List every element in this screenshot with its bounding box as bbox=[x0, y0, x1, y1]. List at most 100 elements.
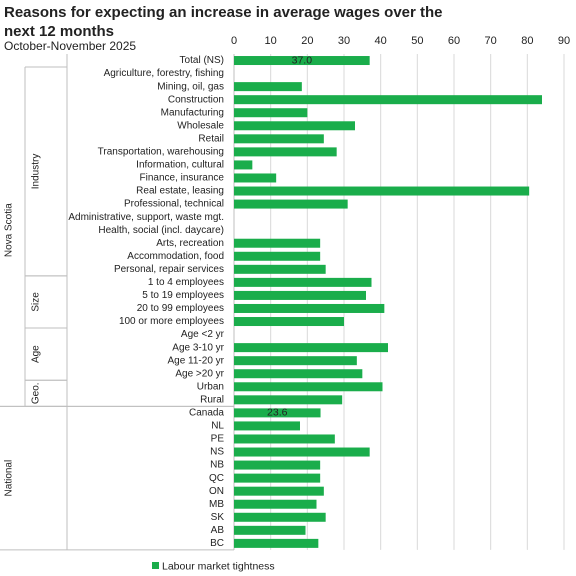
category-label: Mining, oil, gas bbox=[157, 81, 224, 92]
bar bbox=[234, 186, 530, 196]
category-label: SK bbox=[211, 512, 225, 523]
bars bbox=[234, 56, 542, 548]
category-label: 20 to 99 employees bbox=[137, 303, 224, 314]
category-label: Urban bbox=[197, 381, 224, 392]
category-label: Personal, repair services bbox=[114, 264, 224, 275]
category-label: Rural bbox=[200, 394, 224, 405]
x-tick-label: 80 bbox=[521, 35, 533, 47]
category-label: NS bbox=[210, 447, 224, 458]
bar bbox=[234, 108, 308, 118]
category-label: Wholesale bbox=[177, 120, 224, 131]
group-label: Geo. bbox=[31, 382, 42, 404]
bar bbox=[234, 525, 306, 535]
chart-subtitle: October-November 2025 bbox=[4, 39, 137, 53]
bar bbox=[234, 199, 348, 209]
category-label: Manufacturing bbox=[161, 107, 224, 118]
bar bbox=[234, 95, 542, 105]
bar bbox=[234, 395, 343, 405]
bar bbox=[234, 460, 321, 470]
category-label: Real estate, leasing bbox=[136, 186, 224, 197]
category-label: Professional, technical bbox=[124, 199, 224, 210]
x-tick-label: 10 bbox=[265, 35, 277, 47]
data-labels: 37.0 23.6 bbox=[267, 54, 312, 418]
category-label: 5 to 19 employees bbox=[142, 290, 224, 301]
bar bbox=[234, 277, 372, 287]
group-label: Size bbox=[31, 292, 42, 312]
category-label: BC bbox=[210, 538, 224, 549]
bar bbox=[234, 356, 357, 366]
group-label: Industry bbox=[31, 154, 42, 190]
category-label: 1 to 4 employees bbox=[148, 277, 224, 288]
group-label: Age bbox=[31, 345, 42, 363]
x-tick-label: 20 bbox=[301, 35, 313, 47]
category-label: Accommodation, food bbox=[127, 251, 224, 262]
bar bbox=[234, 486, 324, 496]
bar bbox=[234, 408, 321, 418]
bar bbox=[234, 264, 326, 274]
category-label: Transportation, warehousing bbox=[98, 147, 224, 158]
category-label: NL bbox=[211, 421, 224, 432]
data-label: 37.0 bbox=[292, 54, 313, 66]
bar bbox=[234, 56, 370, 66]
category-labels: Total (NS) Agriculture, forestry, fishing… bbox=[68, 55, 224, 549]
category-groups: Nova Scotia National Industry Size Age Geo. bbox=[0, 54, 234, 551]
category-label: NB bbox=[210, 460, 224, 471]
group-label: Nova Scotia bbox=[4, 203, 15, 257]
bar bbox=[234, 173, 277, 183]
category-label: Administrative, support, waste mgt. bbox=[68, 212, 224, 223]
category-label: 100 or more employees bbox=[119, 316, 224, 327]
category-label: Total (NS) bbox=[180, 55, 224, 66]
category-label: Age >20 yr bbox=[175, 368, 224, 379]
category-label: ON bbox=[209, 486, 224, 497]
legend-swatch bbox=[152, 562, 159, 569]
bar bbox=[234, 369, 363, 379]
bar bbox=[234, 121, 355, 131]
bar bbox=[234, 382, 383, 392]
bar bbox=[234, 238, 321, 248]
x-tick-label: 60 bbox=[448, 35, 460, 47]
x-axis-ticks: 0 10 20 30 40 50 60 70 80 90 bbox=[231, 35, 570, 47]
bar bbox=[234, 317, 344, 327]
x-tick-label: 40 bbox=[375, 35, 387, 47]
category-label: PE bbox=[211, 434, 225, 445]
bar bbox=[234, 421, 300, 431]
bar bbox=[234, 473, 321, 483]
category-label: Construction bbox=[168, 94, 224, 105]
category-label: Canada bbox=[189, 408, 224, 419]
category-label: Age <2 yr bbox=[181, 329, 225, 340]
category-label: Agriculture, forestry, fishing bbox=[104, 68, 224, 79]
legend: Labour market tightness bbox=[152, 561, 275, 573]
group-label: National bbox=[4, 460, 15, 497]
bar bbox=[234, 499, 317, 509]
bar bbox=[234, 303, 385, 313]
category-label: Information, cultural bbox=[136, 160, 224, 171]
category-label: Health, social (incl. daycare) bbox=[98, 225, 224, 236]
bar bbox=[234, 160, 253, 170]
bar bbox=[234, 134, 324, 144]
bar bbox=[234, 82, 302, 92]
x-tick-label: 50 bbox=[411, 35, 423, 47]
category-label: QC bbox=[209, 473, 224, 484]
x-tick-label: 90 bbox=[558, 35, 570, 47]
bar bbox=[234, 343, 388, 353]
bar bbox=[234, 538, 319, 548]
bar bbox=[234, 512, 326, 522]
category-label: Retail bbox=[198, 133, 224, 144]
legend-label: Labour market tightness bbox=[162, 561, 275, 573]
chart-title: Reasons for expecting an increase in ave… bbox=[4, 4, 443, 40]
bar bbox=[234, 290, 366, 300]
x-tick-label: 0 bbox=[231, 35, 237, 47]
category-label: Finance, insurance bbox=[140, 173, 225, 184]
category-label: AB bbox=[211, 525, 225, 536]
bar bbox=[234, 251, 321, 261]
category-label: Arts, recreation bbox=[156, 238, 224, 249]
data-label: 23.6 bbox=[267, 407, 288, 419]
category-label: MB bbox=[209, 499, 224, 510]
x-tick-label: 70 bbox=[485, 35, 497, 47]
bar bbox=[234, 434, 335, 444]
bar bbox=[234, 147, 337, 157]
x-tick-label: 30 bbox=[338, 35, 350, 47]
category-label: Age 11-20 yr bbox=[167, 355, 224, 366]
category-label: Age 3-10 yr bbox=[172, 342, 224, 353]
